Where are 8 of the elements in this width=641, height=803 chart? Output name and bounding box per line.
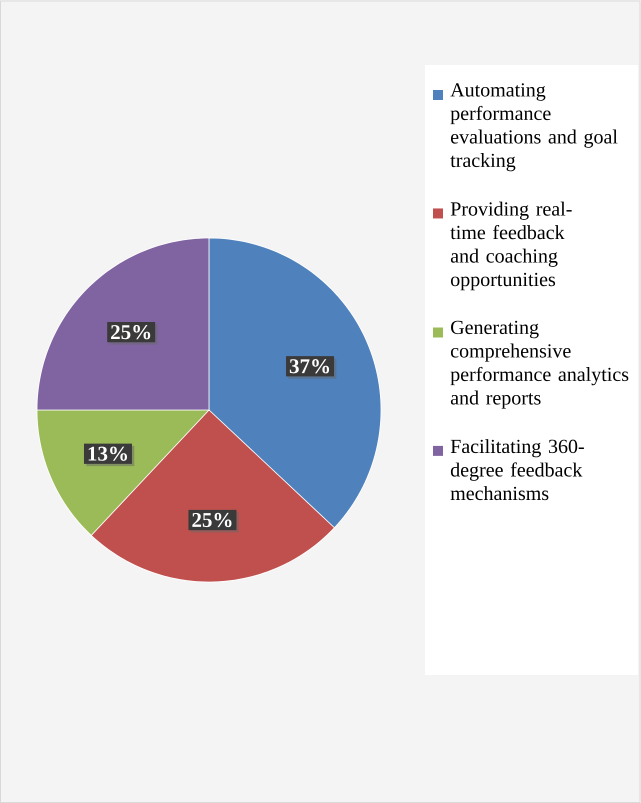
data-label: 25% [111,325,150,340]
data-label: 37% [290,359,330,374]
legend-label: Facilitating 360-degree feedback mechanisms [450,439,584,500]
legend-label: Generating comprehensive performance analytics and reports [450,320,628,409]
data-label: 13% [88,446,127,461]
legend-label: Automating performance evaluations and goal tracking [450,83,618,172]
data-label: 25% [192,512,232,528]
legend-label: Providing real-time feedback and coaching opportunities [450,202,572,290]
